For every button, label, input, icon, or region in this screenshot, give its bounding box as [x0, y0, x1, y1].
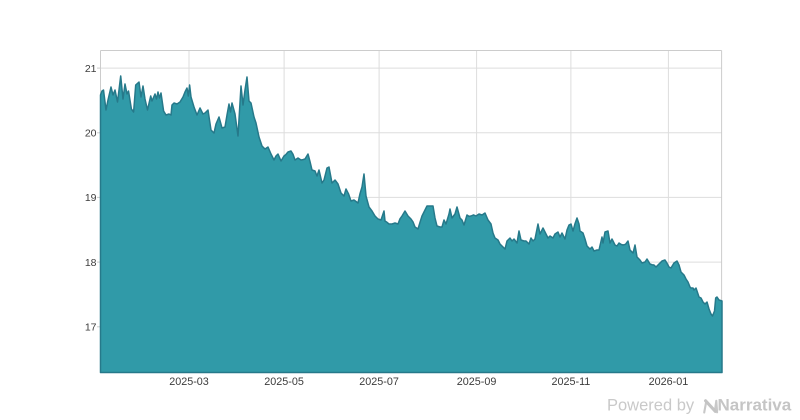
svg-text:Narrativa: Narrativa — [718, 396, 792, 415]
svg-text:2025-05: 2025-05 — [264, 376, 304, 388]
svg-text:2026-01: 2026-01 — [649, 376, 689, 388]
svg-text:19: 19 — [85, 192, 97, 204]
svg-text:18: 18 — [85, 257, 97, 269]
svg-text:2025-09: 2025-09 — [457, 376, 497, 388]
svg-text:2025-03: 2025-03 — [169, 376, 209, 388]
svg-text:2025-11: 2025-11 — [551, 376, 590, 388]
svg-text:2025-07: 2025-07 — [359, 376, 399, 388]
svg-text:20: 20 — [85, 128, 97, 140]
svg-text:21: 21 — [85, 63, 97, 75]
svg-text:17: 17 — [85, 322, 97, 334]
svg-text:Powered by: Powered by — [607, 397, 695, 415]
